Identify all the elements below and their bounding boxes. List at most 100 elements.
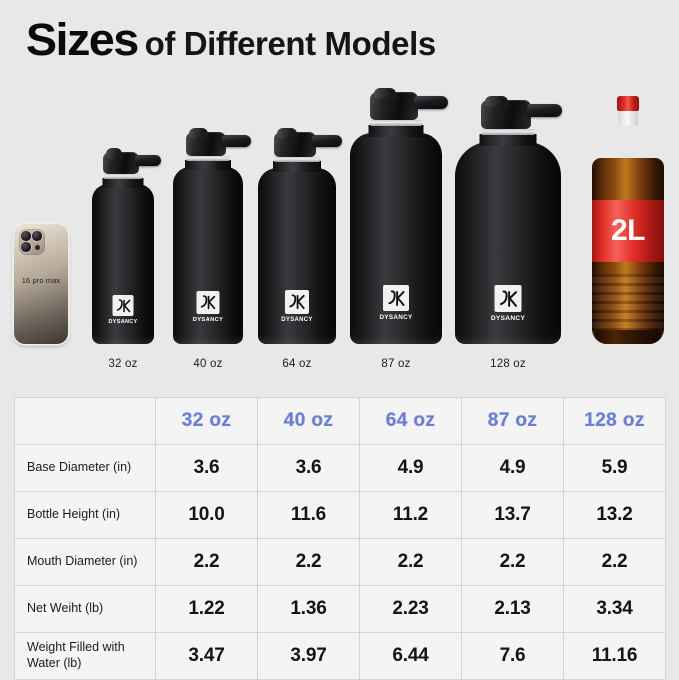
cell-bottle-height-40oz: 11.6: [257, 491, 360, 539]
lid-knob: [485, 96, 508, 107]
bottle-collar: [103, 174, 143, 179]
brand-name: DYSANCY: [379, 314, 413, 321]
cell-base-diameter-40oz: 3.6: [257, 444, 360, 492]
table-row: Net Weiht (lb) 1.22 1.36 2.23 2.13 3.34: [14, 585, 666, 633]
soda-cap: [617, 96, 639, 111]
bottle-lid: [103, 148, 161, 174]
page-title-strong: Sizes: [25, 14, 139, 65]
bottle-caption-128oz: 128 oz: [490, 358, 526, 370]
soda-neck: [618, 110, 638, 126]
brand-logo-plate: [285, 290, 309, 314]
dysancy-logo-icon: [200, 295, 216, 310]
product-bottle-87oz: DYSANCY 87 oz: [350, 88, 448, 370]
page-title-rest: of Different Models: [144, 25, 437, 62]
cell-weight-filled-128oz: 11.16: [563, 632, 666, 680]
iphone-mockup: 16 pro max: [14, 224, 68, 344]
row-label-weight-filled: Weight Filled with Water (lb): [14, 632, 156, 680]
lid-handle: [527, 104, 562, 117]
bottle-graphic: DYSANCY: [350, 88, 448, 344]
brand-name: DYSANCY: [281, 317, 313, 323]
cell-net-weight-40oz: 1.36: [257, 585, 360, 633]
dysancy-logo-icon: [116, 298, 130, 312]
bottle-lid: [370, 88, 448, 120]
bottle-body: DYSANCY: [258, 168, 336, 344]
lid-handle: [414, 96, 448, 109]
bottle-body: DYSANCY: [350, 133, 442, 344]
cell-bottle-height-64oz: 11.2: [359, 491, 462, 539]
column-header-32oz: 32 oz: [155, 397, 258, 445]
cell-mouth-diameter-64oz: 2.2: [359, 538, 462, 586]
soda-shoulder: [594, 124, 662, 166]
lid-knob: [105, 148, 123, 159]
lid-knob: [277, 128, 297, 139]
column-header-64oz: 64 oz: [359, 397, 462, 445]
bottle-caption-32oz: 32 oz: [108, 358, 138, 370]
cell-weight-filled-64oz: 6.44: [359, 632, 462, 680]
cell-mouth-diameter-128oz: 2.2: [563, 538, 666, 586]
bottle-collar: [370, 120, 422, 126]
bottle-caption-40oz: 40 oz: [193, 358, 223, 370]
bottle-collar: [481, 129, 535, 135]
spec-table-body: Base Diameter (in) 3.6 3.6 4.9 4.9 5.9 B…: [14, 444, 666, 680]
lid-knob: [189, 128, 208, 139]
lid-handle: [312, 135, 342, 147]
cell-weight-filled-40oz: 3.97: [257, 632, 360, 680]
table-row: Base Diameter (in) 3.6 3.6 4.9 4.9 5.9: [14, 444, 666, 492]
product-bottle-64oz: DYSANCY 64 oz: [258, 128, 342, 370]
bottle-neck: [479, 134, 537, 146]
column-header-40oz: 40 oz: [257, 397, 360, 445]
camera-module-icon: [19, 229, 45, 255]
cell-base-diameter-64oz: 4.9: [359, 444, 462, 492]
cell-mouth-diameter-87oz: 2.2: [461, 538, 564, 586]
bottle-collar: [274, 157, 320, 162]
camera-lens-icon: [32, 231, 42, 241]
flash-icon: [34, 244, 40, 250]
camera-lens-icon: [21, 231, 31, 241]
cell-base-diameter-128oz: 5.9: [563, 444, 666, 492]
bottle-neck: [273, 161, 321, 172]
camera-lens-icon: [21, 242, 31, 252]
product-bottle-40oz: DYSANCY 40 oz: [173, 128, 251, 370]
bottle-neck: [368, 125, 424, 137]
bottle-graphic: DYSANCY: [258, 128, 342, 344]
cell-net-weight-128oz: 3.34: [563, 585, 666, 633]
soda-base: [595, 330, 661, 344]
row-label-bottle-height: Bottle Height (in): [14, 491, 156, 539]
cell-weight-filled-87oz: 7.6: [461, 632, 564, 680]
brand-logo-plate: [112, 295, 134, 316]
cell-net-weight-87oz: 2.13: [461, 585, 564, 633]
soda-ribs: [592, 274, 664, 338]
bottle-graphic: DYSANCY: [92, 148, 161, 344]
cell-base-diameter-87oz: 4.9: [461, 444, 564, 492]
bottle-collar: [186, 156, 230, 161]
soda-label-text: 2L: [610, 214, 646, 247]
column-header-128oz: 128 oz: [563, 397, 666, 445]
spec-table-wrapper: 32 oz 40 oz 64 oz 87 oz 128 oz Base Diam…: [14, 397, 666, 680]
bottle-body: DYSANCY: [92, 184, 154, 344]
brand-name: DYSANCY: [192, 317, 224, 323]
brand-logo-plate: [383, 285, 409, 311]
bottle-body: DYSANCY: [173, 167, 243, 344]
brand-logo-plate: [196, 291, 220, 314]
soda-label: 2L: [592, 200, 664, 262]
bottle-caption-87oz: 87 oz: [381, 358, 411, 370]
product-bottle-128oz: DYSANCY 128 oz: [455, 96, 562, 370]
row-label-net-weight: Net Weiht (lb): [14, 585, 156, 633]
spec-table: 32 oz 40 oz 64 oz 87 oz 128 oz Base Diam…: [14, 397, 666, 680]
lid-handle: [222, 135, 251, 147]
bottle-graphic: DYSANCY: [173, 128, 251, 344]
cell-bottle-height-32oz: 10.0: [155, 491, 258, 539]
cell-net-weight-64oz: 2.23: [359, 585, 462, 633]
cell-net-weight-32oz: 1.22: [155, 585, 258, 633]
product-phone: 16 pro max: [14, 224, 68, 344]
cell-base-diameter-32oz: 3.6: [155, 444, 258, 492]
row-label-base-diameter: Base Diameter (in): [14, 444, 156, 492]
cell-bottle-height-128oz: 13.2: [563, 491, 666, 539]
bottle-lid: [186, 128, 251, 156]
spec-table-head: 32 oz 40 oz 64 oz 87 oz 128 oz: [14, 397, 666, 445]
table-row: Weight Filled with Water (lb) 3.47 3.97 …: [14, 632, 666, 680]
page-title: Sizes of Different Models: [25, 14, 437, 66]
table-row: Mouth Diameter (in) 2.2 2.2 2.2 2.2 2.2: [14, 538, 666, 586]
bottle-caption-64oz: 64 oz: [282, 358, 312, 370]
table-corner-cell: [14, 397, 156, 445]
